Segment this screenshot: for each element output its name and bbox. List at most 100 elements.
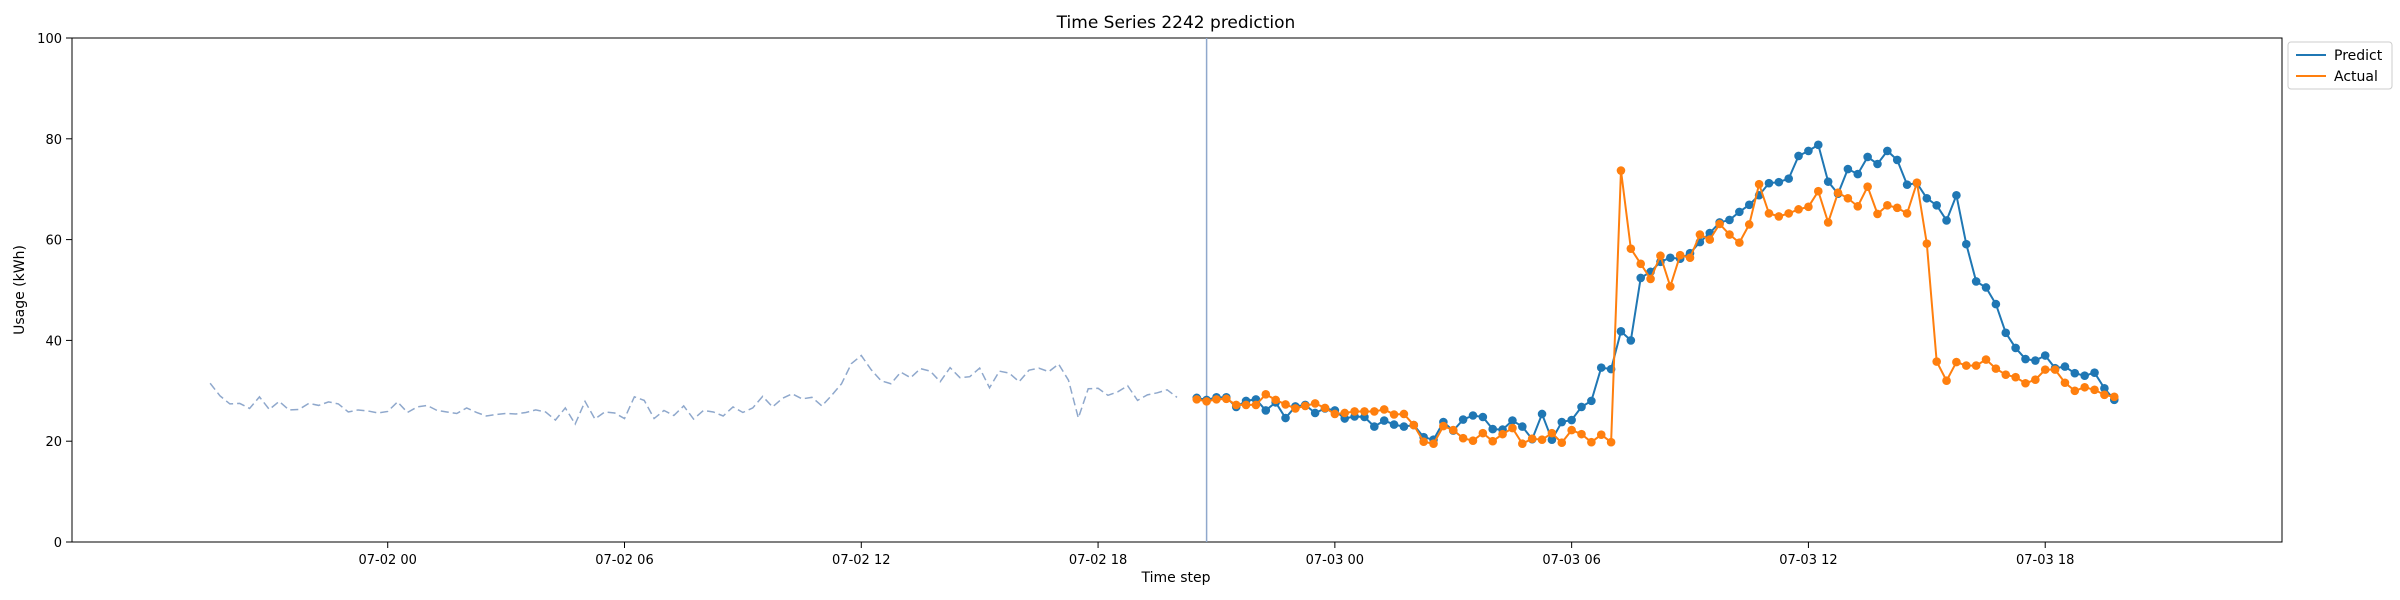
predict-point	[2090, 368, 2099, 377]
actual-point	[2090, 385, 2099, 395]
predict-point	[1518, 422, 1527, 431]
actual-point	[1527, 434, 1537, 443]
actual-point	[1784, 209, 1793, 218]
actual-point	[1685, 253, 1695, 263]
y-axis-label: Usage (kWh)	[12, 245, 28, 335]
actual-point	[1419, 437, 1428, 447]
actual-point	[1823, 218, 1833, 227]
predict-point	[1310, 408, 1320, 418]
predict-point	[1557, 417, 1567, 427]
actual-point	[2001, 370, 2011, 379]
series-layer	[1192, 140, 2119, 449]
predict-point	[2070, 368, 2080, 378]
actual-point	[1843, 193, 1853, 203]
predict-point	[1478, 412, 1488, 422]
predict-point	[1863, 152, 1872, 162]
actual-point	[1281, 400, 1290, 409]
x-axis: 07-02 00 07-02 06 07-02 12 07-02 18 07-03 00…	[358, 542, 2074, 568]
predict-point	[1991, 299, 2001, 309]
predict-point	[1399, 422, 1409, 431]
predict-point	[1774, 177, 1784, 187]
actual-point	[1192, 395, 1202, 404]
x-tick-label: 07-03 00	[1306, 553, 1364, 568]
x-tick-label: 07-03 12	[1779, 553, 1837, 568]
predict-point	[1636, 273, 1646, 283]
actual-point	[1231, 400, 1241, 410]
chart-title: Time Series 2242 prediction	[1056, 13, 1296, 33]
x-tick-label: 07-02 00	[358, 553, 416, 568]
predict-point	[1616, 327, 1626, 336]
predict-point	[2040, 351, 2050, 360]
actual-point	[1508, 423, 1517, 433]
actual-point	[1310, 399, 1320, 408]
actual-point	[1350, 407, 1359, 416]
legend-label-predict: Predict	[2334, 48, 2383, 64]
actual-point	[1981, 355, 1991, 364]
actual-point	[1202, 397, 1211, 406]
actual-point	[1567, 425, 1576, 435]
x-tick-label: 07-03 06	[1542, 553, 1600, 568]
history-line-layer	[209, 354, 1178, 426]
predict-point	[1508, 416, 1517, 425]
actual-series	[1192, 166, 2119, 449]
actual-point	[1912, 178, 1922, 187]
actual-point	[1222, 394, 1231, 404]
actual-point	[1429, 439, 1438, 449]
actual-point	[1833, 188, 1843, 198]
actual-point	[2031, 375, 2040, 385]
predict-point	[1735, 207, 1744, 217]
predict-point	[1458, 415, 1468, 424]
y-tick-label: 60	[45, 234, 62, 249]
actual-point	[1498, 429, 1507, 439]
predict-point	[1823, 177, 1833, 186]
predict-point	[1873, 159, 1882, 169]
actual-point	[1675, 250, 1685, 260]
actual-point	[1873, 209, 1882, 219]
predict-point	[1537, 409, 1547, 419]
x-axis-label: Time step	[1141, 570, 1211, 586]
predict-point	[1567, 415, 1576, 425]
actual-point	[1764, 209, 1774, 218]
actual-point	[1399, 409, 1409, 419]
predict-point	[1843, 164, 1853, 174]
actual-point	[1409, 420, 1419, 430]
actual-point	[1656, 251, 1665, 261]
actual-point	[1715, 219, 1724, 229]
predict-point	[1853, 169, 1863, 179]
predict-point	[2080, 371, 2089, 380]
predict-point	[1577, 402, 1586, 412]
actual-point	[1330, 409, 1340, 419]
predict-point	[1764, 178, 1774, 188]
actual-point	[1458, 433, 1468, 443]
actual-point	[1744, 220, 1754, 229]
predict-point	[1961, 239, 1971, 249]
actual-point	[1439, 421, 1448, 431]
actual-point	[2070, 386, 2080, 396]
predict-point	[1804, 146, 1813, 156]
predict-point	[1922, 193, 1932, 203]
predict-point	[2001, 328, 2011, 338]
predict-point	[1281, 413, 1290, 423]
y-tick-label: 40	[45, 334, 62, 349]
actual-point	[1340, 408, 1350, 418]
actual-point	[1942, 376, 1951, 386]
predict-point	[2011, 343, 2020, 353]
predict-point	[1725, 215, 1734, 225]
actual-point	[1695, 230, 1705, 239]
actual-point	[1883, 201, 1892, 210]
predict-point	[1626, 336, 1636, 345]
legend-box	[2287, 41, 2393, 90]
predict-point	[2031, 356, 2040, 365]
actual-point	[1892, 203, 1902, 213]
actual-point	[2011, 372, 2020, 382]
predict-point	[1744, 200, 1754, 210]
predict-point	[1488, 424, 1498, 434]
plot-frame	[71, 37, 2283, 543]
actual-point	[1666, 282, 1675, 291]
y-tick-label: 20	[45, 435, 62, 450]
actual-point	[1468, 436, 1478, 446]
y-tick-label: 0	[54, 536, 62, 551]
actual-point	[1271, 395, 1280, 405]
actual-point	[1902, 209, 1912, 218]
actual-point	[1853, 202, 1863, 211]
